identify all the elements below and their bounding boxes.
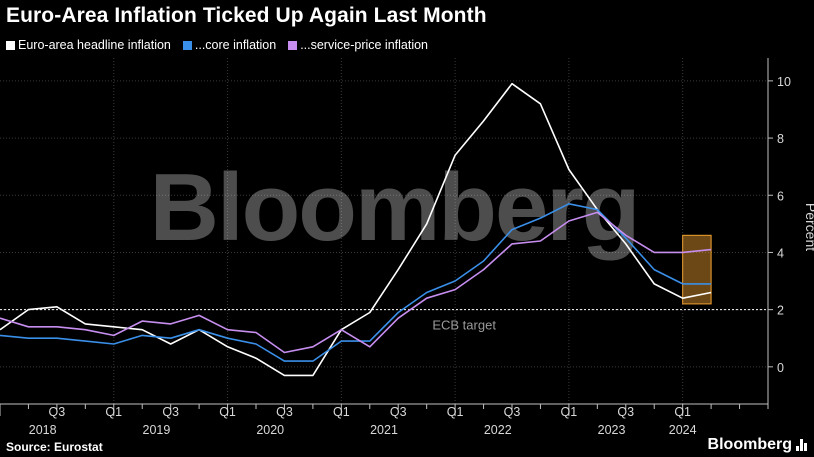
x-tick-label: Q1	[447, 405, 464, 419]
x-tick-label: Q1	[333, 405, 350, 419]
legend: Euro-area headline inflation ...core inf…	[6, 38, 428, 52]
y-tick-label: 8	[777, 132, 784, 146]
legend-swatch-services	[288, 40, 298, 50]
legend-label-core: ...core inflation	[194, 38, 277, 52]
x-tick-label: Q1	[674, 405, 691, 419]
legend-label-headline: Euro-area headline inflation	[18, 38, 171, 52]
x-tick-label: Q3	[390, 405, 407, 419]
x-year-label: 2020	[256, 423, 284, 437]
y-tick-label: 0	[777, 361, 784, 375]
x-year-label: 2021	[370, 423, 398, 437]
bar-chart-icon	[796, 439, 808, 451]
x-tick-label: Q3	[504, 405, 521, 419]
x-tick-label: Q1	[219, 405, 236, 419]
brand-logo: Bloomberg	[708, 436, 808, 454]
series-line-0	[0, 82, 712, 377]
series-line-2	[0, 211, 712, 354]
highlight-box	[682, 234, 712, 305]
legend-swatch-headline	[6, 40, 15, 50]
y-axis-title: Percent	[803, 203, 814, 251]
x-tick-label: Q3	[49, 405, 66, 419]
x-year-label: 2023	[598, 423, 626, 437]
y-tick-label: 6	[777, 189, 784, 203]
y-tick-label: 10	[777, 75, 791, 89]
ecb-target-label: ECB target	[432, 318, 496, 333]
legend-item-core: ...core inflation	[182, 38, 277, 52]
x-year-label: 2022	[484, 423, 512, 437]
x-tick-label: Q1	[561, 405, 578, 419]
x-tick-label: Q1	[105, 405, 122, 419]
source-note: Source: Eurostat	[6, 440, 103, 454]
legend-item-services: ...service-price inflation	[288, 38, 428, 52]
chart-title: Euro-Area Inflation Ticked Up Again Last…	[6, 4, 487, 27]
x-year-label: 2024	[669, 423, 697, 437]
y-tick-label: 2	[777, 304, 784, 318]
brand-name: Bloomberg	[707, 436, 792, 453]
legend-swatch-core	[182, 40, 192, 50]
x-tick-label: Q3	[276, 405, 293, 419]
x-year-label: 2018	[29, 423, 57, 437]
y-tick-label: 4	[777, 246, 784, 260]
x-tick-label: Q3	[162, 405, 179, 419]
x-year-label: 2019	[143, 423, 171, 437]
legend-label-services: ...service-price inflation	[300, 38, 429, 52]
x-tick-label: Q3	[617, 405, 634, 419]
series-line-1	[0, 203, 712, 362]
legend-item-headline: Euro-area headline inflation	[6, 38, 171, 52]
bloomberg-watermark: Bloomberg	[150, 154, 639, 261]
